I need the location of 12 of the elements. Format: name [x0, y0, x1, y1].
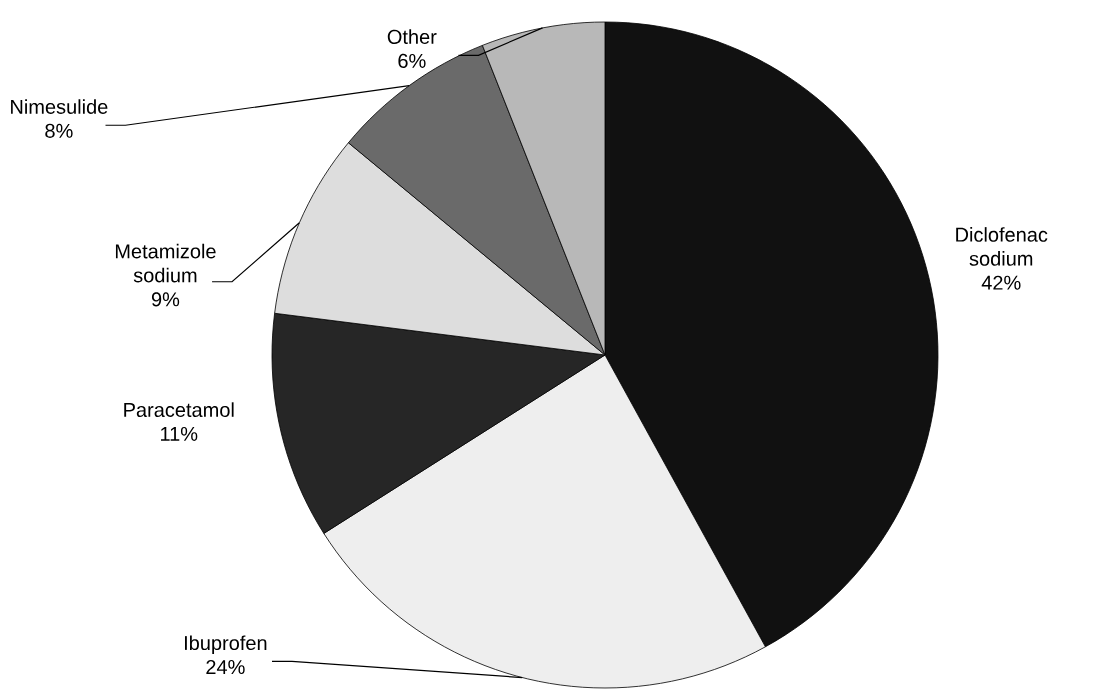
legend-label: Other [387, 29, 437, 44]
slice-label: Metamizole sodium [115, 243, 216, 283]
slice-label: Ibuprofen [184, 635, 267, 655]
data-label: 9% [151, 292, 180, 307]
slice-label: Paracetamol [124, 402, 234, 417]
slice-label: Diclofenac sodium [956, 227, 1048, 266]
data-label: 6% [398, 53, 426, 68]
data-label: 11% [161, 426, 198, 441]
data-label: 42% [981, 275, 1021, 290]
slice-label: Nimesulide [11, 99, 108, 114]
data-label: 8% [45, 123, 73, 138]
data-label: 24% [206, 659, 245, 674]
